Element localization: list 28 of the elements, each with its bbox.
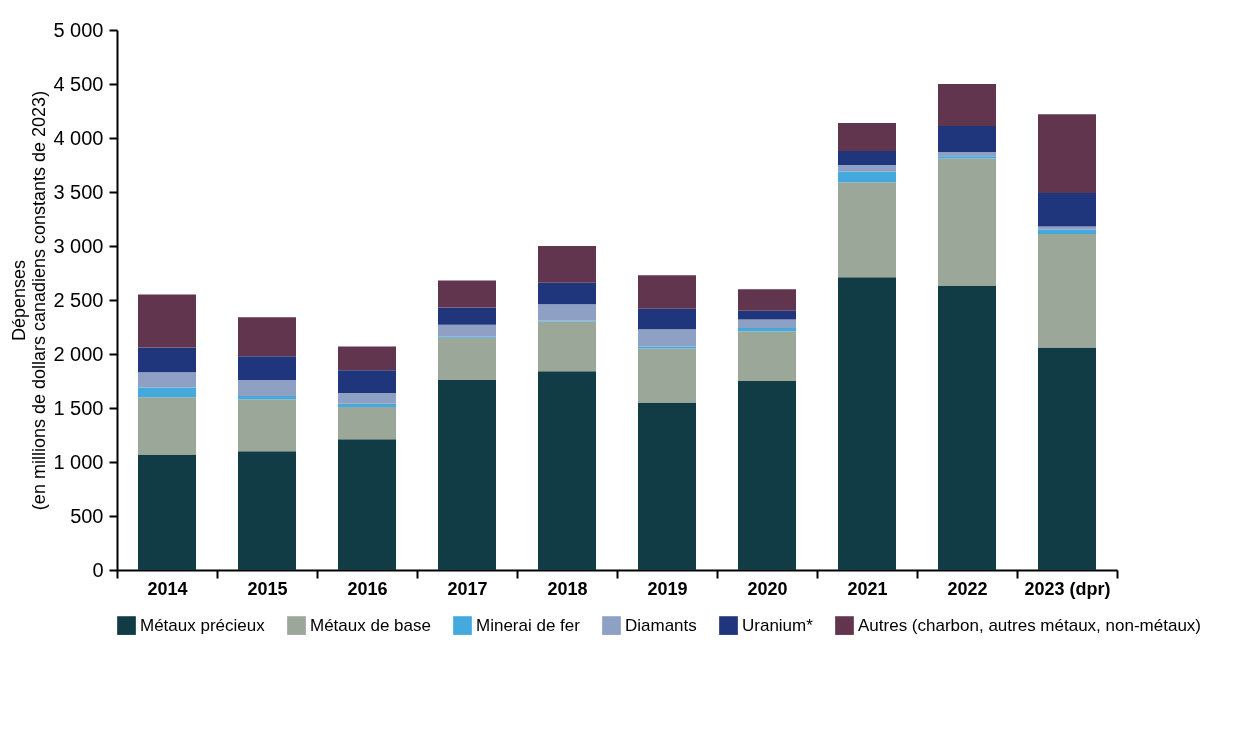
x-tick-label: 2018 (547, 578, 588, 599)
y-tick-label: 1 500 (53, 396, 104, 419)
x-tick-label: 2017 (447, 578, 488, 599)
y-tick-label: 3 000 (53, 234, 104, 257)
x-tick-label: 2016 (347, 578, 388, 599)
legend-label: Minerai de fer (476, 615, 581, 635)
y-tick-label: 4 500 (53, 72, 104, 95)
x-tick-label: 2023 (dpr) (1024, 578, 1111, 599)
x-tick-label: 2019 (647, 578, 688, 599)
x-tick-label: 2021 (847, 578, 888, 599)
legend-label: Métaux précieux (140, 615, 266, 635)
y-tick-label: 5 000 (53, 18, 104, 41)
legend-label: Uranium* (742, 615, 814, 635)
x-tick-label: 2022 (947, 578, 988, 599)
x-tick-label: 2014 (147, 578, 188, 599)
legend-label: Métaux de base (310, 615, 431, 635)
y-tick-label: 1 000 (53, 450, 104, 473)
y-tick-label: 3 500 (53, 180, 104, 203)
y-tick-label: 0 (92, 558, 104, 581)
y-tick-label: 500 (70, 504, 104, 527)
y-axis-title: Dépenses (en millions de dollars canadiens constants de 2023) (9, 90, 50, 511)
legend-label: Autres (charbon, autres métaux, non-métaux) (858, 615, 1201, 635)
legend-label: Diamants (625, 615, 697, 635)
y-tick-label: 2 500 (53, 288, 104, 311)
y-tick-label: 2 000 (53, 342, 104, 365)
y-tick-label: 4 000 (53, 126, 104, 149)
x-tick-label: 2020 (747, 578, 788, 599)
x-tick-label: 2015 (247, 578, 288, 599)
